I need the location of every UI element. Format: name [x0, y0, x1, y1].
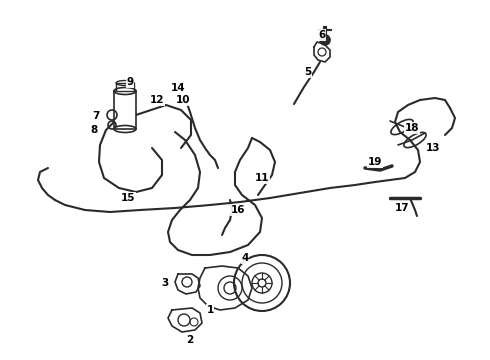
Text: 3: 3	[161, 278, 169, 288]
Text: 12: 12	[150, 95, 164, 105]
Circle shape	[320, 35, 330, 45]
Text: 15: 15	[121, 193, 135, 203]
Text: 17: 17	[394, 203, 409, 213]
Text: 6: 6	[318, 30, 326, 40]
Text: 4: 4	[241, 253, 249, 263]
Text: 16: 16	[231, 205, 245, 215]
Bar	[114, 91, 136, 129]
Text: 7: 7	[92, 111, 99, 121]
Text: 10: 10	[176, 95, 190, 105]
Text: 13: 13	[426, 143, 440, 153]
Text: 18: 18	[405, 123, 419, 133]
Text: 1: 1	[206, 305, 214, 315]
Text: 11: 11	[255, 173, 269, 183]
Bar	[116, 83, 134, 91]
Text: 14: 14	[171, 83, 185, 93]
Text: 19: 19	[368, 157, 382, 167]
Text: 2: 2	[186, 335, 194, 345]
Text: 5: 5	[304, 67, 312, 77]
Text: 9: 9	[126, 77, 134, 87]
Text: 8: 8	[90, 125, 98, 135]
